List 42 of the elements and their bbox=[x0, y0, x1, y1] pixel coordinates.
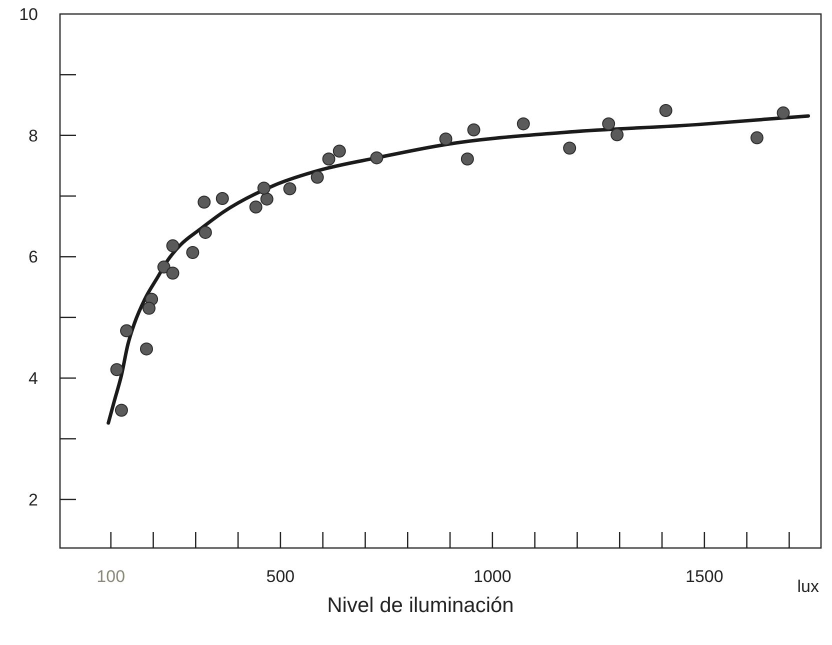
point bbox=[659, 104, 672, 117]
point bbox=[198, 196, 211, 209]
point bbox=[120, 324, 134, 338]
point bbox=[110, 363, 124, 376]
point bbox=[157, 260, 170, 274]
point bbox=[370, 151, 384, 164]
point bbox=[776, 106, 790, 120]
point bbox=[186, 246, 200, 259]
line-series bbox=[106, 114, 810, 425]
point bbox=[260, 192, 274, 206]
point bbox=[166, 239, 180, 252]
x-axis-title: Nivel de iluminación bbox=[327, 594, 514, 617]
point bbox=[439, 132, 452, 146]
point bbox=[516, 117, 530, 130]
x-tick-label: 1000 bbox=[474, 567, 512, 586]
y-tick-label: 6 bbox=[28, 248, 38, 267]
point bbox=[142, 302, 156, 315]
point bbox=[198, 226, 212, 239]
point bbox=[249, 200, 262, 214]
point bbox=[750, 131, 764, 144]
point bbox=[257, 182, 270, 195]
point bbox=[332, 144, 346, 158]
y-tick-label: 2 bbox=[28, 490, 38, 510]
x-tick-label: 500 bbox=[266, 567, 295, 586]
y-tick-label: 10 bbox=[19, 5, 38, 24]
y-tick-label: 4 bbox=[28, 369, 38, 388]
point bbox=[310, 170, 324, 184]
point bbox=[563, 142, 576, 155]
point bbox=[216, 192, 229, 205]
point bbox=[602, 117, 616, 130]
point bbox=[322, 152, 336, 166]
x-tick-label: 100 bbox=[96, 567, 126, 586]
x-tick-label: 1500 bbox=[686, 567, 724, 586]
point bbox=[166, 266, 180, 280]
point bbox=[467, 123, 480, 136]
point bbox=[283, 182, 296, 196]
point bbox=[114, 404, 128, 417]
y-tick-label: 8 bbox=[28, 126, 38, 146]
text: lux bbox=[797, 577, 820, 596]
point bbox=[460, 152, 474, 166]
point bbox=[610, 128, 624, 142]
point bbox=[140, 342, 153, 356]
